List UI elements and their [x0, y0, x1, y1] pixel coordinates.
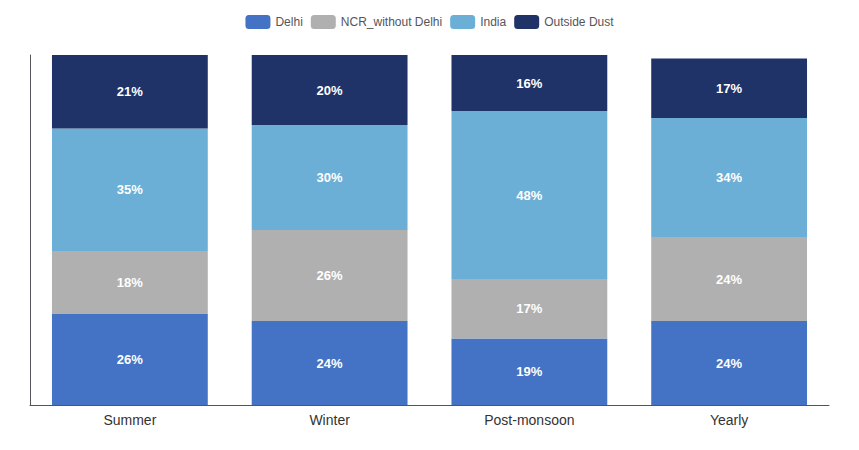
svg-text:NCR_without Delhi: NCR_without Delhi: [341, 15, 442, 29]
svg-text:17%: 17%: [716, 81, 742, 96]
svg-text:26%: 26%: [117, 352, 143, 367]
svg-text:Delhi: Delhi: [275, 15, 302, 29]
svg-text:24%: 24%: [716, 356, 742, 371]
svg-text:21%: 21%: [117, 84, 143, 99]
svg-text:26%: 26%: [317, 268, 343, 283]
svg-text:35%: 35%: [117, 182, 143, 197]
svg-text:16%: 16%: [516, 76, 542, 91]
svg-text:20%: 20%: [317, 83, 343, 98]
svg-text:Summer: Summer: [103, 412, 156, 428]
svg-text:Post-monsoon: Post-monsoon: [484, 412, 574, 428]
svg-text:17%: 17%: [516, 301, 542, 316]
svg-text:Winter: Winter: [309, 412, 350, 428]
svg-text:India: India: [480, 15, 506, 29]
svg-text:19%: 19%: [516, 364, 542, 379]
svg-text:34%: 34%: [716, 170, 742, 185]
svg-text:24%: 24%: [317, 356, 343, 371]
svg-text:18%: 18%: [117, 275, 143, 290]
svg-text:Outside Dust: Outside Dust: [544, 15, 614, 29]
svg-text:48%: 48%: [516, 188, 542, 203]
svg-text:Yearly: Yearly: [710, 412, 748, 428]
svg-text:24%: 24%: [716, 272, 742, 287]
svg-text:30%: 30%: [317, 170, 343, 185]
